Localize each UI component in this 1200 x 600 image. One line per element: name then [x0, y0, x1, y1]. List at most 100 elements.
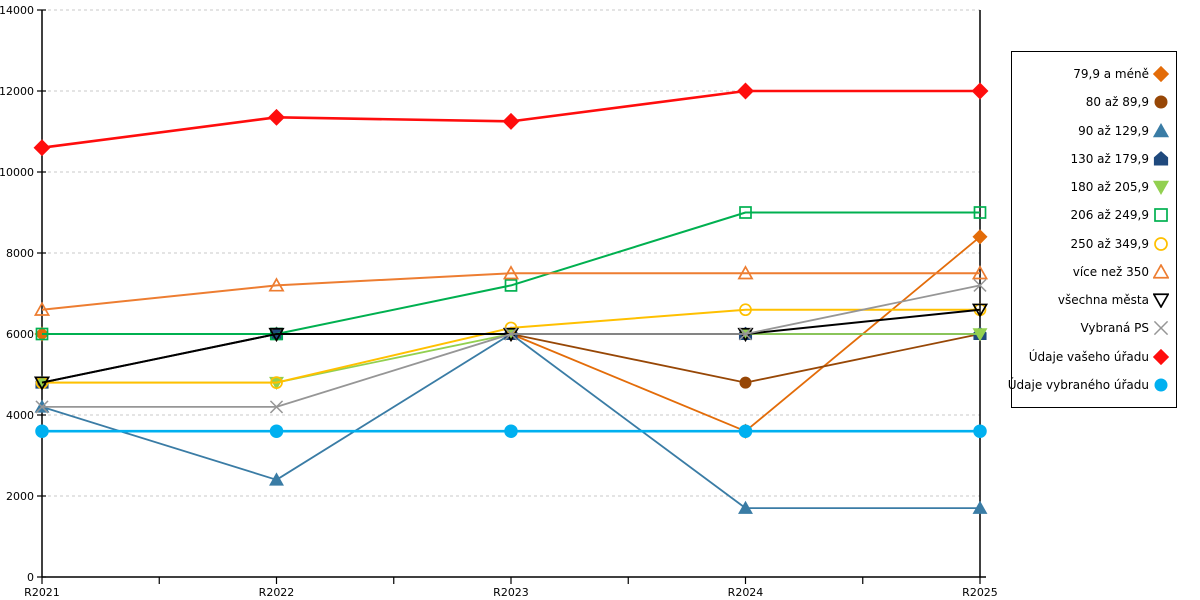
triangle-down-marker-icon: [972, 328, 988, 342]
triangle-up-marker-icon: [972, 500, 988, 514]
circle-marker-icon: [269, 424, 284, 438]
square-marker-icon: [35, 327, 49, 341]
legend-marker-square-icon: [1154, 208, 1168, 223]
series-180-a-205-9: [34, 328, 988, 390]
y-axis-tick-label: 6000: [6, 328, 34, 341]
legend-label: 180 až 205,9: [1070, 180, 1149, 195]
chart-legend: 79,9 a méně 80 až 89,9 90 až 129,9 130 a…: [1008, 51, 1177, 408]
legend-label: 90 až 129,9: [1078, 123, 1149, 138]
triangle-up-marker-icon: [737, 265, 754, 280]
circle-marker-icon: [1154, 378, 1168, 392]
triangle-up-marker-icon: [268, 277, 285, 292]
circle-marker-icon: [973, 424, 987, 438]
legend-item-daje-va-eho-adu: Údaje vašeho úřadu: [1016, 348, 1169, 365]
legend-label: 250 až 349,9: [1070, 236, 1149, 251]
x-axis-tick-label: R2023: [493, 586, 529, 599]
triangle-up-marker-icon: [971, 265, 989, 280]
legend-marker-triangle-up-icon: [1153, 122, 1169, 137]
legend-label: 206 až 249,9: [1070, 208, 1149, 223]
legend-item-vybran-ps: Vybraná PS: [1016, 320, 1169, 336]
y-axis-tick-label: 12000: [0, 85, 34, 98]
square-marker-icon: [973, 206, 987, 219]
x-marker-icon: [1153, 321, 1169, 336]
triangle-up-marker-icon: [502, 265, 520, 280]
series-line: [41, 308, 981, 384]
circle-marker-icon: [1154, 95, 1168, 109]
triangle-up-marker-icon: [33, 301, 51, 316]
diamond-marker-icon: [972, 229, 988, 245]
series-line: [42, 308, 980, 384]
axes: 0 2000 4000 6000 8000 10000 12000 14000 R2021 R20…: [0, 4, 998, 599]
legend-item-80-a-89-9: 80 až 89,9: [1016, 94, 1169, 110]
triangle-down-marker-icon: [268, 327, 285, 343]
legend-item-v-echna-m-sta: všechna města: [1016, 292, 1169, 309]
y-axis-tick-label: 0: [27, 571, 34, 584]
legend-label: Vybraná PS: [1080, 321, 1149, 336]
legend-marker-pentagon-icon: [1153, 151, 1169, 166]
triangle-up-marker-icon: [738, 500, 753, 514]
series-vybran-ps: [35, 278, 987, 414]
legend-item-daje-vybran-ho-adu: Údaje vybraného úřadu: [1008, 377, 1169, 393]
y-axis-tick-label: 2000: [6, 490, 34, 503]
circle-marker-icon: [739, 376, 752, 389]
x-marker-icon: [35, 400, 49, 414]
diamond-marker-icon: [1153, 348, 1169, 365]
triangle-up-marker-icon: [269, 472, 284, 486]
legend-marker-triangle-down-icon: [1153, 180, 1169, 196]
triangle-down-marker-icon: [1153, 180, 1169, 196]
triangle-up-marker-icon: [1153, 122, 1169, 137]
legend-marker-circle-icon: [1154, 95, 1168, 109]
legend-item-79-9-a-m-n: 79,9 a méně: [1016, 66, 1169, 83]
series-line: [41, 333, 980, 510]
legend-item-250-a-349-9: 250 až 349,9: [1016, 236, 1169, 252]
x-marker-icon: [973, 278, 987, 292]
y-axis-tick-label: 8000: [6, 247, 34, 260]
x-axis-tick-label: R2024: [728, 586, 764, 599]
x-marker-icon: [504, 327, 518, 341]
series-daje-vybran-ho-adu: [35, 424, 987, 438]
legend-marker-x-icon: [1153, 321, 1169, 336]
legend-marker-triangle-up-icon: [1153, 263, 1169, 279]
y-axis-tick-label: 14000: [0, 4, 34, 17]
diamond-marker-icon: [737, 82, 754, 100]
diamond-marker-icon: [33, 139, 51, 157]
square-marker-icon: [504, 279, 518, 292]
triangle-down-marker-icon: [971, 303, 989, 318]
series-250-a-349-9: [35, 303, 987, 389]
pentagon-marker-icon: [1153, 151, 1169, 166]
x-axis-tick-label: R2022: [259, 586, 295, 599]
legend-item-v-ce-ne-350: více než 350: [1016, 263, 1169, 280]
legend-item-180-a-205-9: 180 až 205,9: [1016, 179, 1169, 196]
series-v-echna-m-sta: [33, 303, 989, 391]
series-line: [42, 284, 981, 408]
circle-marker-icon: [1154, 236, 1168, 251]
circle-marker-icon: [35, 424, 49, 438]
diamond-marker-icon: [971, 82, 989, 100]
triangle-down-marker-icon: [33, 376, 51, 391]
diamond-marker-icon: [1153, 66, 1169, 83]
triangle-up-marker-icon: [1153, 263, 1169, 279]
legend-label: všechna města: [1057, 293, 1149, 308]
circle-marker-icon: [739, 303, 752, 317]
diamond-marker-icon: [502, 112, 520, 130]
legend-label: 130 až 179,9: [1070, 151, 1149, 166]
series-line: [41, 272, 980, 311]
diamond-marker-icon: [268, 108, 285, 126]
triangle-down-marker-icon: [1153, 293, 1169, 309]
legend-label: více než 350: [1072, 264, 1149, 279]
legend-marker-diamond-icon: [1153, 66, 1169, 83]
y-axis-tick-label: 10000: [0, 166, 34, 179]
legend-item-90-a-129-9: 90 až 129,9: [1016, 122, 1169, 139]
legend-item-206-a-249-9: 206 až 249,9: [1016, 207, 1169, 223]
circle-marker-icon: [504, 424, 518, 438]
legend-marker-circle-icon: [1154, 236, 1168, 251]
legend-label: 79,9 a méně: [1073, 67, 1149, 82]
series-line: [42, 211, 980, 335]
series-v-ce-ne-350: [33, 265, 989, 316]
square-marker-icon: [1154, 208, 1168, 223]
series-daje-va-eho-adu: [33, 82, 989, 157]
legend-marker-triangle-down-icon: [1153, 293, 1169, 309]
circle-marker-icon: [270, 376, 283, 389]
